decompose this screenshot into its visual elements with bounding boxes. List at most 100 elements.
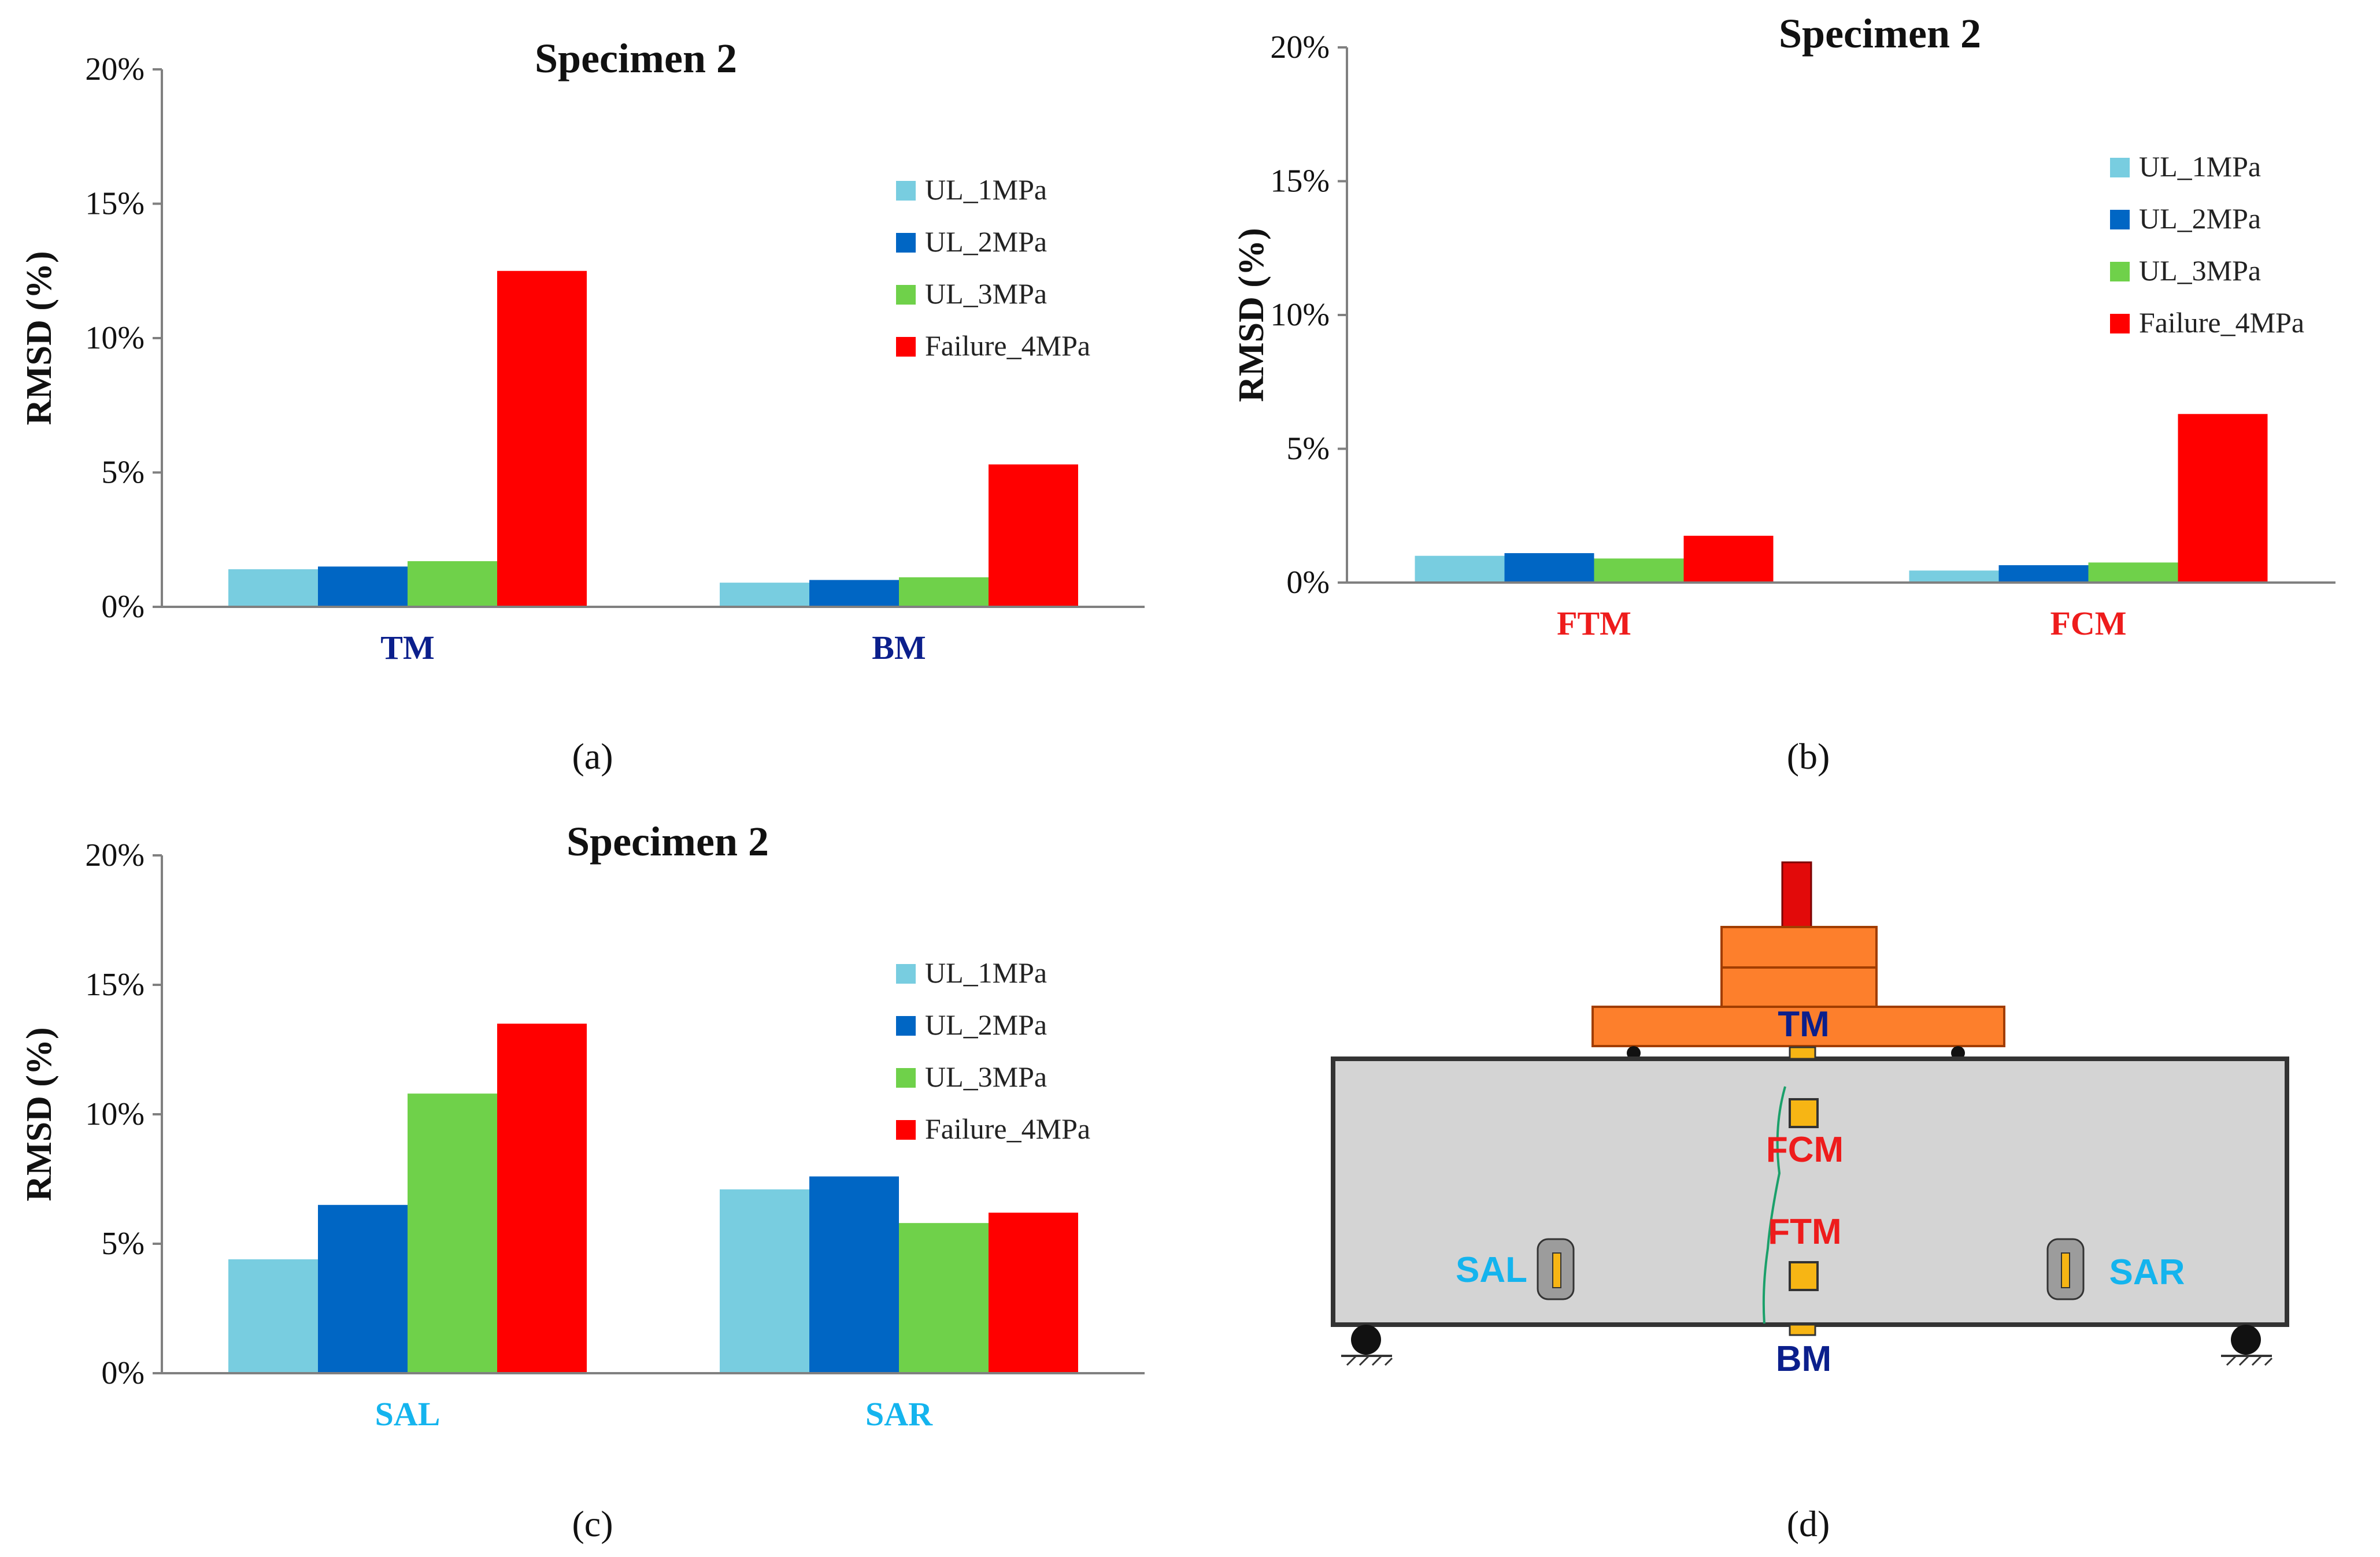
legend-swatch <box>896 1068 916 1088</box>
bar-fcm-ul-1mpa <box>1909 570 1999 583</box>
x-category-label: SAL <box>375 1395 441 1433</box>
y-tick-label: 0% <box>101 1355 145 1391</box>
y-tick-label: 5% <box>1286 431 1330 467</box>
x-category-label: SAR <box>865 1395 933 1433</box>
bar-sal-failure-4mpa <box>497 1024 587 1373</box>
y-tick-label: 15% <box>85 186 145 222</box>
legend-entry: Failure_4MPa <box>2139 306 2304 339</box>
bar-tm-ul-2mpa <box>318 566 408 607</box>
bm-sensor <box>1789 1324 1816 1336</box>
y-tick-label: 10% <box>85 320 145 356</box>
legend-entry: Failure_4MPa <box>925 1113 1090 1145</box>
left-support <box>1341 1325 1393 1366</box>
chart-a: Specimen 2 RMSD (%) 0% 5% 10% 15% 20% TM BM UL_1M… <box>20 35 1145 777</box>
legend-swatch <box>896 181 916 201</box>
bar-bm-ul-3mpa <box>899 577 989 607</box>
y-tick-label: 10% <box>1270 297 1330 333</box>
fcm-sensor <box>1789 1098 1819 1128</box>
bar-tm-ul-3mpa <box>408 561 497 607</box>
bar-ftm-ul-3mpa <box>1594 558 1684 583</box>
legend-swatch <box>896 1016 916 1036</box>
panel-label: (b) <box>1787 736 1830 777</box>
legend-entry: UL_2MPa <box>2139 202 2261 235</box>
bar-ftm-ul-2mpa <box>1504 553 1594 583</box>
legend-entry: UL_2MPa <box>925 1009 1047 1041</box>
y-tick-label: 15% <box>85 967 145 1003</box>
legend-entry: UL_3MPa <box>925 277 1047 310</box>
bar-sal-ul-3mpa <box>408 1093 497 1373</box>
legend-entry: UL_3MPa <box>925 1061 1047 1093</box>
legend-entry: UL_3MPa <box>2139 254 2261 287</box>
bar-bm-ul-1mpa <box>720 583 809 607</box>
bar-fcm-ul-2mpa <box>1998 565 2089 583</box>
y-tick-label: 0% <box>101 589 145 625</box>
loading-block-upper <box>1720 926 1878 969</box>
legend-entry: UL_1MPa <box>2139 150 2261 183</box>
chart-title: Specimen 2 <box>567 818 769 865</box>
legend-swatch <box>896 285 916 305</box>
legend-entry: Failure_4MPa <box>925 329 1090 362</box>
panel-label: (a) <box>572 736 613 777</box>
crack-line <box>1762 1086 1786 1324</box>
y-tick-label: 20% <box>85 837 145 873</box>
loading-block-middle <box>1720 966 1878 1008</box>
bar-sar-failure-4mpa <box>989 1213 1078 1373</box>
bar-sar-ul-3mpa <box>899 1223 989 1373</box>
tm-label: TM <box>1778 1004 1830 1044</box>
load-piston <box>1781 861 1812 928</box>
chart-b: Specimen 2 RMSD (%) 0% 5% 10% 15% 20% FTM FCM UL_… <box>1232 10 2335 777</box>
sal-label: SAL <box>1456 1250 1527 1290</box>
bar-bm-failure-4mpa <box>989 464 1078 607</box>
legend-swatch <box>2110 210 2130 229</box>
x-category-label: FTM <box>1557 605 1631 642</box>
chart-c: Specimen 2 RMSD (%) 0% 5% 10% 15% 20% SAL SAR UL_… <box>20 818 1145 1544</box>
bar-sal-ul-1mpa <box>228 1259 318 1373</box>
legend-swatch <box>2110 314 2130 333</box>
chart-title: Specimen 2 <box>1779 10 1981 57</box>
legend-swatch <box>896 1120 916 1140</box>
sal-smart-aggregate <box>1537 1238 1575 1300</box>
legend-entry: UL_1MPa <box>925 173 1047 206</box>
panel-label-d: (d) <box>1787 1503 1830 1544</box>
sar-label: SAR <box>2109 1252 2185 1292</box>
right-support <box>2221 1325 2273 1366</box>
panel-label: (c) <box>572 1503 613 1544</box>
bm-label: BM <box>1776 1339 1831 1379</box>
y-tick-label: 15% <box>1270 164 1330 199</box>
chart-title: Specimen 2 <box>535 35 737 81</box>
y-tick-label: 0% <box>1286 565 1330 600</box>
legend-swatch <box>2110 158 2130 177</box>
bar-tm-failure-4mpa <box>497 270 587 607</box>
bar-ftm-ul-1mpa <box>1415 555 1505 583</box>
ftm-sensor <box>1789 1261 1819 1291</box>
y-tick-label: 20% <box>85 51 145 87</box>
bar-ftm-failure-4mpa <box>1683 535 1774 583</box>
legend-entry: UL_2MPa <box>925 225 1047 258</box>
legend-swatch <box>2110 262 2130 281</box>
loading-beam <box>1591 1006 2005 1047</box>
x-category-label: BM <box>872 629 926 666</box>
y-tick-label: 20% <box>1270 29 1330 65</box>
y-tick-label: 10% <box>85 1096 145 1132</box>
legend-swatch <box>896 337 916 357</box>
bar-sar-ul-2mpa <box>809 1176 899 1373</box>
legend-entry: UL_1MPa <box>925 957 1047 989</box>
legend-swatch <box>896 964 916 984</box>
bar-bm-ul-2mpa <box>809 580 899 607</box>
y-axis-label: RMSD (%) <box>20 251 59 425</box>
sar-smart-aggregate <box>2046 1238 2085 1300</box>
x-category-label: FCM <box>2050 605 2126 642</box>
bar-fcm-failure-4mpa <box>2178 414 2268 583</box>
bar-tm-ul-1mpa <box>228 569 318 607</box>
fcm-label: FCM <box>1766 1130 1844 1170</box>
y-tick-label: 5% <box>101 1226 145 1262</box>
bar-sar-ul-1mpa <box>720 1189 809 1373</box>
tm-sensor <box>1789 1046 1816 1060</box>
y-axis-label: RMSD (%) <box>20 1027 59 1201</box>
y-tick-label: 5% <box>101 455 145 491</box>
ftm-label: FTM <box>1768 1212 1841 1252</box>
beam-test-diagram: TM FCM FTM SAL SAR BM (d) <box>1331 861 2289 1544</box>
legend-swatch <box>896 233 916 253</box>
x-category-label: TM <box>380 629 434 666</box>
